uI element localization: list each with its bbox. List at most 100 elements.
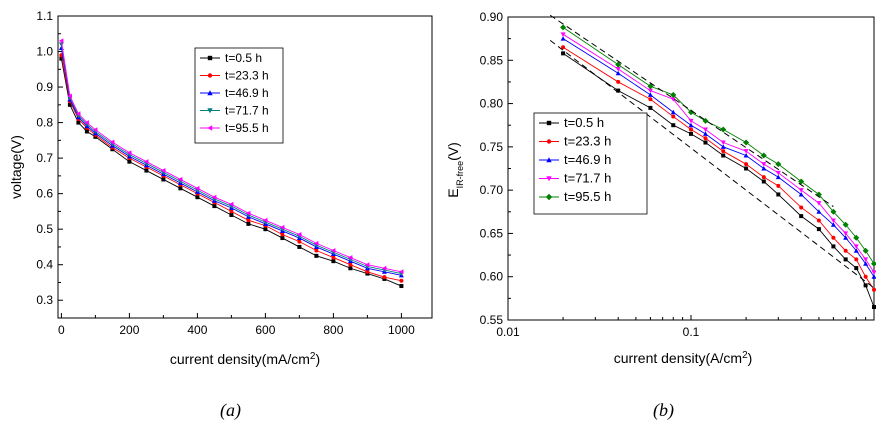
data-point (616, 88, 621, 93)
data-point (775, 161, 782, 168)
data-point (365, 269, 370, 274)
data-point (262, 217, 268, 223)
legend-marker (207, 90, 213, 96)
data-point (816, 209, 822, 214)
data-point (126, 150, 132, 156)
y-tick-label: 0.9 (36, 80, 53, 94)
y-tick-label: 0.8 (36, 116, 53, 130)
data-point (853, 234, 860, 241)
data-point (84, 129, 89, 134)
legend-marker (207, 125, 213, 131)
data-point (775, 174, 781, 180)
y-tick-label: 0.3 (36, 293, 53, 307)
data-point (853, 248, 859, 253)
legend-marker (546, 176, 552, 182)
legend-label: t=23.3 h (225, 69, 269, 83)
data-point (761, 179, 766, 184)
data-point (862, 247, 869, 254)
data-point (561, 45, 566, 50)
legend-marker (546, 157, 552, 163)
legend-label: t=46.9 h (225, 86, 269, 100)
data-point (263, 227, 268, 232)
data-point (798, 178, 805, 185)
data-point (647, 83, 654, 90)
data-point (280, 236, 285, 241)
data-point (76, 120, 81, 125)
y-tick-label: 0.55 (480, 313, 504, 327)
data-point (776, 192, 781, 197)
data-point (297, 239, 302, 244)
data-point (721, 153, 726, 158)
data-point (647, 88, 653, 94)
plot-frame-a (57, 15, 433, 319)
x-tick-label: 0 (58, 323, 65, 337)
caption-b: (b) (653, 400, 674, 420)
y-tick-label: 0.6 (36, 187, 53, 201)
data-point (296, 232, 302, 238)
data-point (688, 118, 694, 124)
data-point (671, 114, 676, 119)
data-point (744, 166, 749, 171)
data-point (229, 212, 234, 217)
y-tick-label: 0.7 (36, 151, 53, 165)
data-point (348, 266, 353, 271)
data-point (109, 139, 115, 145)
data-point (143, 159, 149, 165)
data-point (872, 287, 876, 292)
data-point (843, 248, 848, 253)
data-point (381, 265, 387, 271)
data-point (560, 32, 566, 37)
legend-label: t=0.5 h (225, 51, 262, 65)
data-point (58, 38, 64, 44)
y-tick-label: 0.60 (480, 270, 504, 284)
data-point (688, 109, 694, 116)
axis-ticks-b: 0.01 0.1 0.55 0.60 0.65 0.70 0.75 0.80 0.85 0.90 (480, 10, 867, 339)
legend-marker (207, 108, 213, 114)
data-point (689, 131, 693, 136)
legend-marker (207, 73, 213, 78)
data-point (816, 201, 822, 206)
y-axis-label-a: voltage(V) (8, 135, 24, 199)
data-point (853, 244, 859, 249)
y-tick-label: 1.1 (36, 9, 53, 23)
x-axis-label-a: current density(mA/cm2) (170, 351, 320, 368)
data-point (246, 221, 251, 226)
data-point (84, 120, 89, 126)
data-point (561, 51, 566, 56)
data-point (195, 195, 200, 200)
data-point (347, 255, 353, 261)
data-point (671, 123, 676, 128)
data-point (58, 42, 64, 47)
data-point (863, 261, 869, 266)
x-axis-label-b: current density(A/cm2) (614, 350, 753, 367)
legend-marker (546, 120, 552, 126)
x-tick-label: 600 (255, 323, 275, 337)
data-point (761, 166, 767, 171)
x-tick-label: 0.01 (496, 325, 520, 339)
data-point (702, 127, 708, 133)
data-point (720, 140, 726, 146)
data-point (831, 235, 836, 240)
data-point (144, 168, 149, 173)
data-point (211, 194, 217, 200)
x-tick-label: 0.1 (683, 325, 700, 339)
data-point (830, 208, 837, 215)
data-point (830, 218, 836, 223)
data-point (776, 183, 781, 188)
data-point (398, 269, 404, 275)
data-point (648, 97, 653, 102)
y-axis-label-b: EIR-free(V) (445, 142, 465, 198)
data-point (816, 227, 821, 232)
y-tick-label: 0.80 (480, 97, 504, 111)
legend-b: t=0.5 h t=23.3 h t=46.9 h t=71.7 h t=95.5 h (533, 112, 648, 215)
data-point (799, 205, 804, 210)
data-point (246, 218, 251, 223)
data-point (615, 70, 621, 76)
data-point (798, 191, 804, 197)
data-point (702, 131, 708, 136)
y-tick-label: 0.5 (36, 222, 53, 236)
data-point (75, 111, 81, 117)
y-tick-label: 0.70 (480, 183, 504, 197)
data-point (177, 176, 183, 182)
